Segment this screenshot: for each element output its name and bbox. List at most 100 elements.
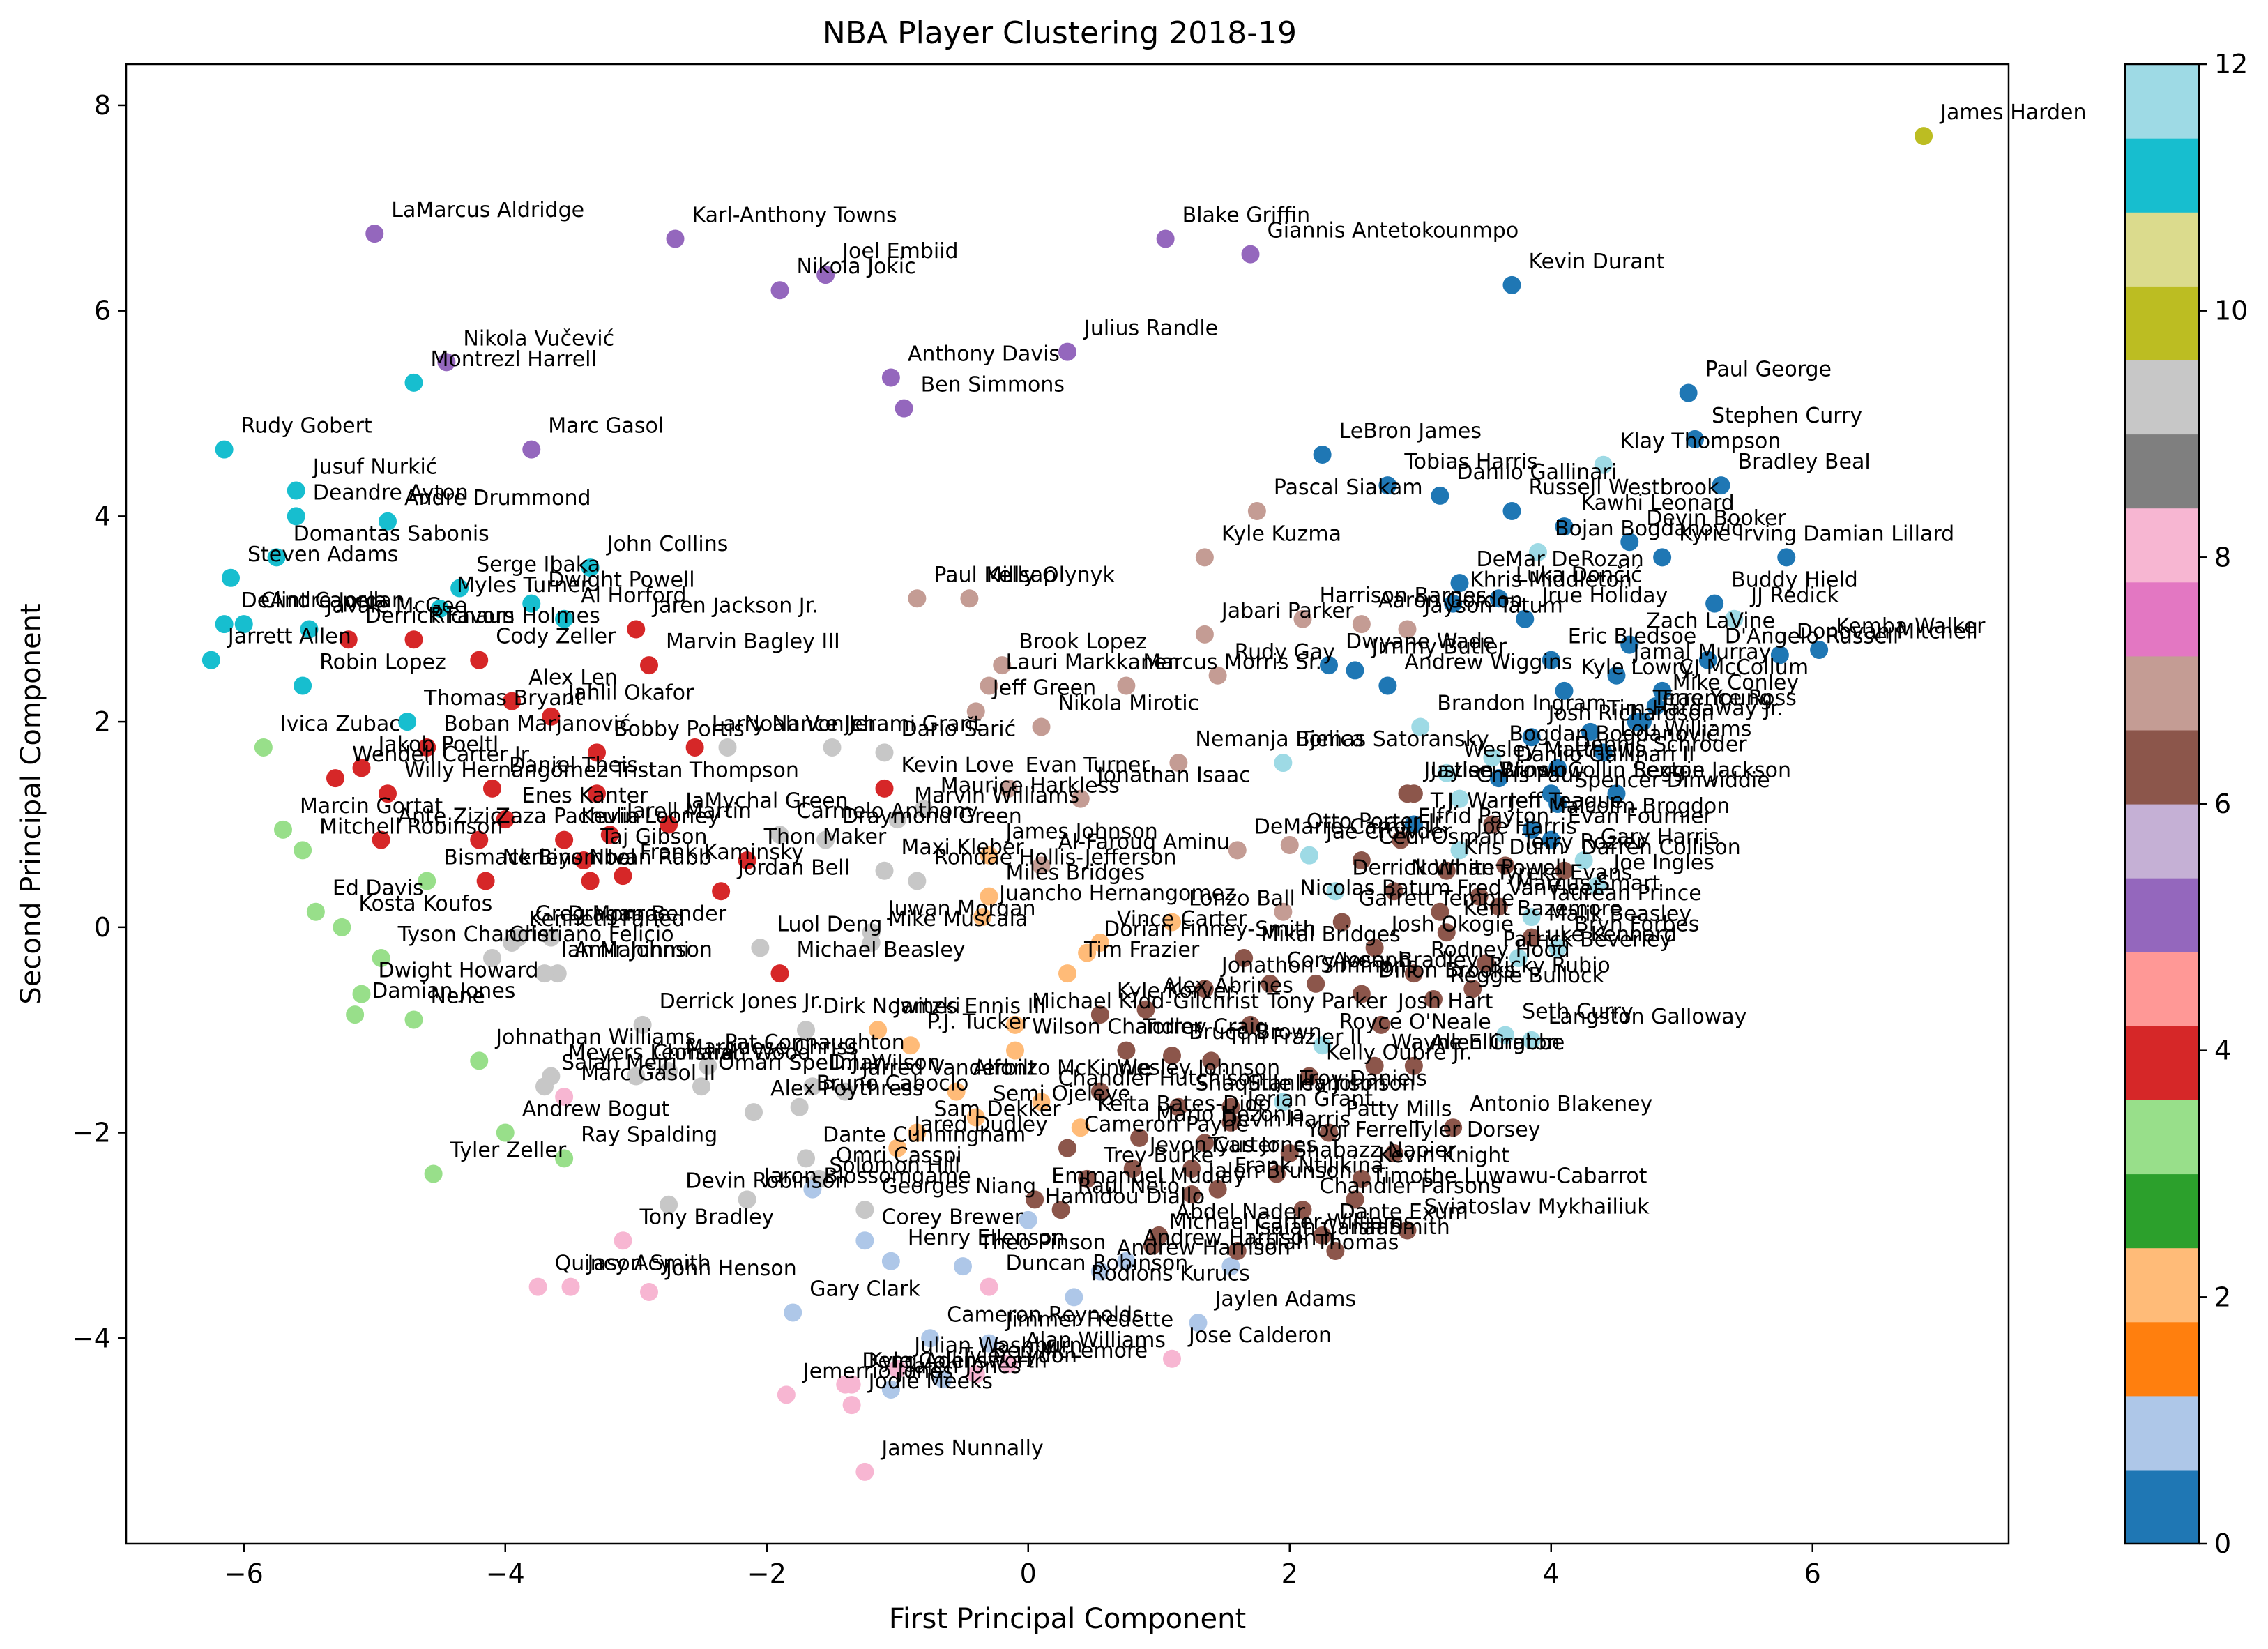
x-tick-label: 0 xyxy=(1020,1558,1037,1589)
point-label-jodie-meeks: Jodie Meeks xyxy=(867,1369,993,1394)
point-shabazz-napier xyxy=(1268,1164,1286,1183)
point-label-shabazz-napier: Shabazz Napier xyxy=(1293,1139,1457,1163)
point-label-karl-anthony-towns: Karl-Anthony Towns xyxy=(692,204,897,228)
point-label-stanley-johnson: Stanley Johnson xyxy=(1247,1072,1415,1096)
point-label-nicolas-batum: Nicolas Batum xyxy=(1300,876,1450,901)
x-tick-label: 6 xyxy=(1804,1558,1821,1589)
point-draymond-green xyxy=(816,830,835,849)
point-label-nikola-mirotic: Nikola Mirotic xyxy=(1058,691,1200,715)
point-jayson-tatum xyxy=(1398,620,1417,639)
point-jeff-green xyxy=(966,702,985,721)
point-james-harden xyxy=(1915,127,1933,146)
point-luke-kennard xyxy=(1509,949,1528,968)
colorbar-tick-label: 6 xyxy=(2214,789,2231,819)
colorbar-segment xyxy=(2125,1026,2199,1100)
point-wesley-matthews xyxy=(1437,763,1456,782)
point-label-maurice-harkless: Maurice Harkless xyxy=(941,773,1120,798)
point-label-jayson-tatum: Jayson Tatum xyxy=(1423,593,1563,618)
point-label-duncan-robinson: Duncan Robinson xyxy=(1006,1252,1189,1276)
point-label-ante-zizic: Ante Zizic xyxy=(398,805,502,829)
point-jakob-poeltl xyxy=(352,759,371,777)
point-label-luka-don-i: Luka Dončić xyxy=(1516,563,1643,587)
point-isaiah-thomas xyxy=(1221,1257,1240,1276)
point-label-blake-griffin: Blake Griffin xyxy=(1182,204,1311,228)
point-label-carmelo-anthony: Carmelo Anthony xyxy=(797,799,978,823)
point-lonzo-ball xyxy=(1163,913,1181,932)
point-trae-young xyxy=(1634,713,1652,731)
point-miles-bridges xyxy=(980,887,998,906)
point-reggie-bullock xyxy=(1424,989,1443,1008)
point-michael-carter-williams xyxy=(1143,1236,1162,1255)
point-cj-mccollum xyxy=(1653,681,1672,700)
point-label-rudy-gay: Rudy Gay xyxy=(1235,640,1335,664)
point-label-demar-derozan: DeMar DeRozan xyxy=(1477,547,1644,572)
colorbar-tick-label: 4 xyxy=(2214,1035,2231,1066)
point-label-jamychal-green: JaMychal Green xyxy=(684,789,848,813)
point-raul-neto xyxy=(1051,1201,1070,1219)
point-label-isaiah-canaan: Isaiah Canaan xyxy=(1254,1215,1402,1240)
point-jamychal-green xyxy=(660,815,678,834)
point-jamal-murray xyxy=(1607,666,1626,685)
point-marquese-chriss xyxy=(660,1062,678,1081)
point-bismack-biyombo xyxy=(418,872,436,890)
point-jose-calderon xyxy=(1163,1349,1181,1368)
point-label-brook-lopez: Brook Lopez xyxy=(1019,630,1147,654)
point-label-ed-davis: Ed Davis xyxy=(333,876,424,901)
point-ivan-rabb xyxy=(581,872,600,890)
point-dante-cunningham xyxy=(797,1149,815,1168)
point-jusuf-nurki xyxy=(287,481,305,500)
point-label-patrick-beverley: Patrick Beverley xyxy=(1502,927,1672,952)
point-label-myles-turner: Myles Turner xyxy=(457,573,590,598)
point-label-maxi-kleber: Maxi Kleber xyxy=(901,835,1025,860)
point-label-jrue-holiday: Jrue Holiday xyxy=(1540,584,1668,608)
point-label-cedi-osman: Cedi Osman xyxy=(1378,825,1505,849)
point-evan-fournier xyxy=(1542,830,1560,849)
point-label-ivan-rabb: Ivan Rabb xyxy=(607,846,712,870)
point-label-frank-ntilikina: Frank Ntilikina xyxy=(1235,1154,1384,1178)
point-luol-deng xyxy=(751,939,770,957)
point-josh-hart xyxy=(1372,1015,1390,1034)
point-label-jaren-jackson-jr: Jaren Jackson Jr. xyxy=(651,593,819,618)
point-label-wendell-carter-jr: Wendell Carter Jr. xyxy=(352,743,534,767)
point-jason-smith xyxy=(561,1277,580,1296)
point-alex-len xyxy=(503,692,522,710)
point-label-jaylen-adams: Jaylen Adams xyxy=(1214,1287,1357,1312)
point-ed-davis xyxy=(306,902,325,921)
point-label-bruno-caboclo: Bruno Caboclo xyxy=(816,1072,969,1096)
point-label-fred-vanvleet: Fred VanVleet xyxy=(1456,876,1601,901)
point-label-joel-embiid: Joel Embiid xyxy=(841,239,958,264)
point-quincy-acy xyxy=(528,1277,547,1296)
point-label-jevon-carter: Jevon Carter xyxy=(1148,1133,1280,1157)
point-label-mario-hezonja: Mario Hezonja xyxy=(1156,1102,1305,1127)
point-label-klay-thompson: Klay Thompson xyxy=(1620,430,1781,454)
point-label-ian-mahinmi: Ian Mahinmi xyxy=(561,938,690,962)
point-deandre-ayton xyxy=(287,507,305,526)
point-label-ray-spalding: Ray Spalding xyxy=(581,1123,717,1147)
point-label-seth-curry: Seth Curry xyxy=(1522,1000,1634,1024)
colorbar-segment xyxy=(2125,1100,2199,1175)
point-isaiah-canaan xyxy=(1228,1242,1247,1261)
point-label-andrew-harrison: Andrew Harrison xyxy=(1117,1236,1291,1260)
point-label-kevin-looney: Kevin Looney xyxy=(581,805,720,829)
point-label-julius-randle: Julius Randle xyxy=(1083,317,1218,341)
point-ivica-zubac xyxy=(254,738,273,757)
x-tick-label: 4 xyxy=(1543,1558,1560,1589)
point-label-paul-george: Paul George xyxy=(1705,358,1832,382)
point-label-richaun-holmes: Richaun Holmes xyxy=(431,604,600,628)
point-norman-powell xyxy=(1385,882,1403,901)
point-label-nerlens-noel: Nerlens Noel xyxy=(503,846,637,870)
point-label-abdel-nader: Abdel Nader xyxy=(1175,1200,1305,1224)
point-label-mike-conley: Mike Conley xyxy=(1673,671,1799,695)
point-label-jalen-jones: Jalen Jones xyxy=(906,1354,1021,1378)
point-zach-lavine xyxy=(1620,635,1639,654)
point-label-alan-williams: Alan Williams xyxy=(1026,1328,1166,1353)
point-label-dwight-powell: Dwight Powell xyxy=(548,568,694,593)
point-label-russell-westbrook: Russell Westbrook xyxy=(1529,476,1720,500)
point-label-steven-adams: Steven Adams xyxy=(248,542,398,567)
point-chandler-parsons xyxy=(1293,1201,1312,1219)
point-thomas-bryant xyxy=(398,713,417,731)
point-julian-washburn xyxy=(888,1360,907,1378)
colorbar-tick-label: 8 xyxy=(2214,542,2231,572)
point-label-jeff-green: Jeff Green xyxy=(991,676,1096,700)
